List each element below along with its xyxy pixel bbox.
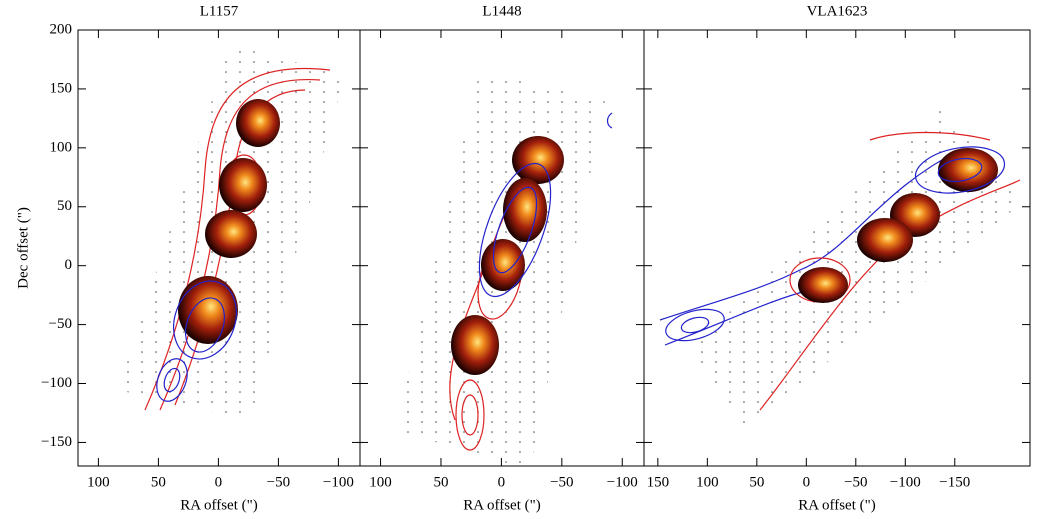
y-tick-label: −100 <box>41 375 72 391</box>
x-tick-label: 50 <box>749 474 764 490</box>
map-decoration <box>118 45 1025 470</box>
x-axis-label: RA offset (") <box>180 497 258 513</box>
y-tick-label: 200 <box>50 21 73 37</box>
y-tick-label: −50 <box>49 316 72 332</box>
x-tick-label: 100 <box>87 474 110 490</box>
panel-title: L1448 <box>482 3 521 19</box>
y-tick-label: 100 <box>50 139 73 155</box>
x-tick-label: 0 <box>803 474 811 490</box>
panel-frame <box>643 29 1031 467</box>
y-axis-label: Dec offset (") <box>15 207 31 289</box>
y-tick-label: 150 <box>50 80 73 96</box>
x-axis-label: RA offset (") <box>798 497 876 513</box>
x-tick-label: 100 <box>369 474 392 490</box>
y-tick-label: −150 <box>41 434 72 450</box>
x-tick-label: −50 <box>267 474 290 490</box>
x-tick-label: 50 <box>433 474 448 490</box>
x-tick-label: −50 <box>844 474 867 490</box>
x-tick-label: 100 <box>696 474 719 490</box>
x-tick-label: −100 <box>890 474 921 490</box>
y-tick-label: 0 <box>65 257 73 273</box>
x-tick-label: 150 <box>647 474 670 490</box>
x-tick-label: −150 <box>939 474 970 490</box>
x-tick-label: −100 <box>607 474 638 490</box>
x-tick-label: 0 <box>215 474 223 490</box>
x-tick-label: 0 <box>498 474 506 490</box>
panel-title: L1157 <box>200 3 239 19</box>
x-tick-label: 50 <box>151 474 166 490</box>
x-tick-label: −50 <box>550 474 573 490</box>
blue-contours <box>156 280 237 402</box>
x-tick-label: −100 <box>323 474 354 490</box>
x-axis-label: RA offset (") <box>463 497 541 513</box>
panel-title: VLA1623 <box>807 3 868 19</box>
y-tick-label: 50 <box>57 198 72 214</box>
